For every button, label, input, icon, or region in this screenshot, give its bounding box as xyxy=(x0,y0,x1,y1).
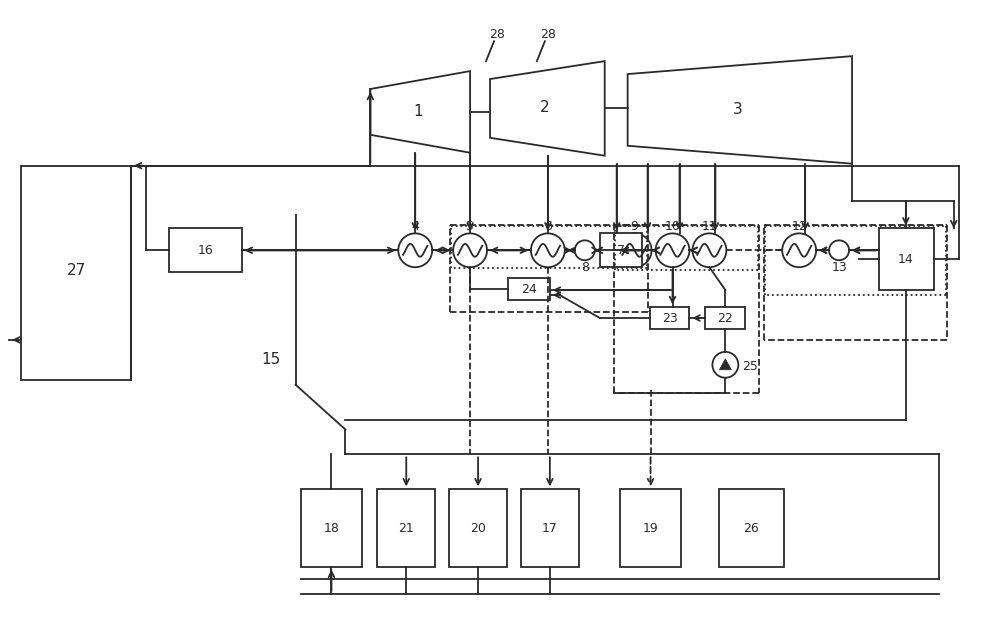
Bar xyxy=(377,489,435,567)
Polygon shape xyxy=(719,359,731,370)
Bar xyxy=(879,228,934,290)
Text: 12: 12 xyxy=(791,220,807,233)
Text: 16: 16 xyxy=(198,244,214,257)
Text: 26: 26 xyxy=(743,522,759,535)
Bar xyxy=(521,489,579,567)
Text: 21: 21 xyxy=(398,522,414,535)
Text: 4: 4 xyxy=(411,220,419,233)
Text: 6: 6 xyxy=(544,220,552,233)
Text: 17: 17 xyxy=(542,522,558,535)
Text: 28: 28 xyxy=(540,28,556,41)
Bar xyxy=(21,165,131,380)
Text: 22: 22 xyxy=(717,312,733,324)
Text: 14: 14 xyxy=(898,252,914,266)
Bar xyxy=(449,489,507,567)
Text: 28: 28 xyxy=(489,28,505,41)
Text: 9: 9 xyxy=(631,220,639,233)
Bar xyxy=(301,489,362,567)
Bar xyxy=(705,307,745,329)
Text: 15: 15 xyxy=(261,352,280,368)
Text: 24: 24 xyxy=(521,282,537,296)
Text: 25: 25 xyxy=(742,360,758,373)
Bar xyxy=(169,228,242,272)
Text: 8: 8 xyxy=(581,261,589,273)
Text: 2: 2 xyxy=(540,100,550,115)
Bar xyxy=(508,278,550,300)
Text: 5: 5 xyxy=(466,220,474,233)
Text: 11: 11 xyxy=(702,220,717,233)
Bar xyxy=(600,233,642,267)
Text: 13: 13 xyxy=(831,261,847,273)
Text: 23: 23 xyxy=(662,312,677,324)
Text: 1: 1 xyxy=(413,104,423,120)
Bar xyxy=(650,307,689,329)
Bar xyxy=(620,489,681,567)
Text: 3: 3 xyxy=(732,102,742,118)
Text: 27: 27 xyxy=(67,263,86,278)
Text: 18: 18 xyxy=(324,522,339,535)
Text: 20: 20 xyxy=(470,522,486,535)
Text: 10: 10 xyxy=(665,220,680,233)
Text: 7: 7 xyxy=(617,244,625,257)
Bar xyxy=(719,489,784,567)
Text: 19: 19 xyxy=(643,522,658,535)
